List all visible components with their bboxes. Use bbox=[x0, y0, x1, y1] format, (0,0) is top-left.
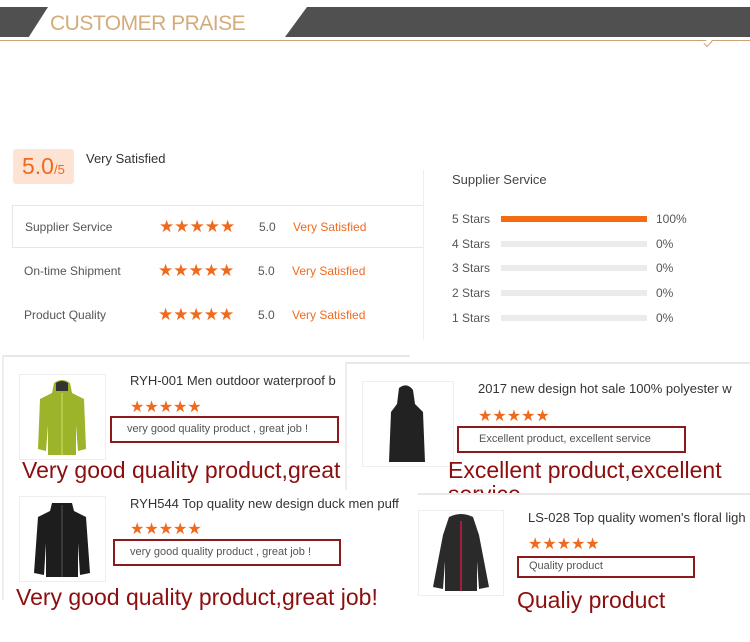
rating-label: Product Quality bbox=[24, 307, 107, 322]
star-icons: ★★★★★ bbox=[130, 399, 202, 416]
rating-status: Very Satisfied bbox=[292, 263, 366, 278]
rating-row-quality: Product Quality ★★★★★ 5.0 Very Satisfied bbox=[12, 293, 424, 336]
rating-label: On-time Shipment bbox=[24, 263, 121, 278]
percent-label: 100% bbox=[656, 212, 687, 226]
star-level-label: 2 Stars bbox=[452, 286, 491, 300]
review-product-title[interactable]: RYH-001 Men outdoor waterproof b bbox=[130, 373, 336, 388]
score-max: /5 bbox=[53, 162, 65, 177]
star-icons: ★★★★★ bbox=[478, 408, 550, 425]
rating-value: 5.0 bbox=[259, 219, 276, 234]
star-icons: ★★★★★ bbox=[159, 216, 236, 236]
rating-row-shipment: On-time Shipment ★★★★★ 5.0 Very Satisfie… bbox=[12, 249, 424, 292]
product-thumbnail[interactable] bbox=[19, 374, 106, 460]
review-caption: Very good quality product,great job! bbox=[16, 584, 378, 610]
header-decoration-right bbox=[285, 7, 750, 37]
rating-status: Very Satisfied bbox=[293, 219, 367, 234]
review-caption: Very good quality product,great job! bbox=[22, 457, 384, 483]
star-level-label: 3 Stars bbox=[452, 261, 491, 275]
star-breakdown-row: 4 Stars 0% bbox=[452, 237, 673, 251]
section-title: CUSTOMER PRAISE bbox=[50, 12, 246, 35]
jacket-image bbox=[433, 514, 489, 591]
jacket-image bbox=[38, 380, 86, 455]
star-icons: ★★★★★ bbox=[158, 304, 235, 324]
star-breakdown-row: 1 Stars 0% bbox=[452, 311, 673, 325]
product-thumbnail[interactable] bbox=[19, 496, 106, 582]
star-breakdown-row: 5 Stars 100% bbox=[452, 212, 687, 226]
review-caption: Qualiy product bbox=[517, 587, 666, 613]
progress-fill bbox=[501, 216, 647, 222]
product-thumbnail[interactable] bbox=[362, 381, 454, 467]
star-level-label: 5 Stars bbox=[452, 212, 491, 226]
progress-bar bbox=[501, 216, 647, 222]
review-comment: very good quality product , great job ! bbox=[110, 416, 339, 443]
progress-bar bbox=[501, 290, 647, 296]
rating-value: 5.0 bbox=[258, 307, 275, 322]
star-level-label: 1 Stars bbox=[452, 311, 491, 325]
review-comment: very good quality product , great job ! bbox=[113, 539, 341, 566]
divider bbox=[423, 170, 424, 340]
percent-label: 0% bbox=[656, 286, 674, 300]
jacket-image bbox=[389, 385, 425, 462]
rating-status: Very Satisfied bbox=[292, 307, 366, 322]
review-product-title[interactable]: RYH544 Top quality new design duck men p… bbox=[130, 496, 399, 511]
star-icons: ★★★★★ bbox=[528, 536, 600, 553]
percent-label: 0% bbox=[656, 311, 674, 325]
star-level-label: 4 Stars bbox=[452, 237, 491, 251]
review-product-title[interactable]: LS-028 Top quality women's floral ligh bbox=[528, 510, 746, 525]
review-comment: Excellent product, excellent service bbox=[457, 426, 686, 453]
star-icons: ★★★★★ bbox=[158, 260, 235, 280]
percent-label: 0% bbox=[656, 237, 674, 251]
review-comment: Quality product bbox=[517, 556, 695, 578]
star-breakdown-row: 3 Stars 0% bbox=[452, 261, 673, 275]
overall-satisfaction: Very Satisfied bbox=[86, 151, 166, 166]
rating-label: Supplier Service bbox=[25, 219, 113, 234]
header-decoration-left bbox=[0, 7, 48, 37]
rating-value: 5.0 bbox=[258, 263, 275, 278]
progress-bar bbox=[501, 241, 647, 247]
jacket-image bbox=[34, 503, 90, 577]
product-thumbnail[interactable] bbox=[418, 510, 504, 596]
percent-label: 0% bbox=[656, 261, 674, 275]
rating-row-supplier-service: Supplier Service ★★★★★ 5.0 Very Satisfie… bbox=[12, 205, 424, 248]
review-product-title[interactable]: 2017 new design hot sale 100% polyester … bbox=[478, 381, 732, 396]
star-breakdown-row: 2 Stars 0% bbox=[452, 286, 673, 300]
progress-bar bbox=[501, 315, 647, 321]
header-divider bbox=[0, 40, 750, 41]
overall-score: 5.0 bbox=[22, 153, 54, 179]
breakdown-title: Supplier Service bbox=[452, 172, 547, 187]
star-icons: ★★★★★ bbox=[130, 521, 202, 538]
overall-score-badge: 5.0/5 bbox=[13, 149, 74, 184]
progress-bar bbox=[501, 265, 647, 271]
